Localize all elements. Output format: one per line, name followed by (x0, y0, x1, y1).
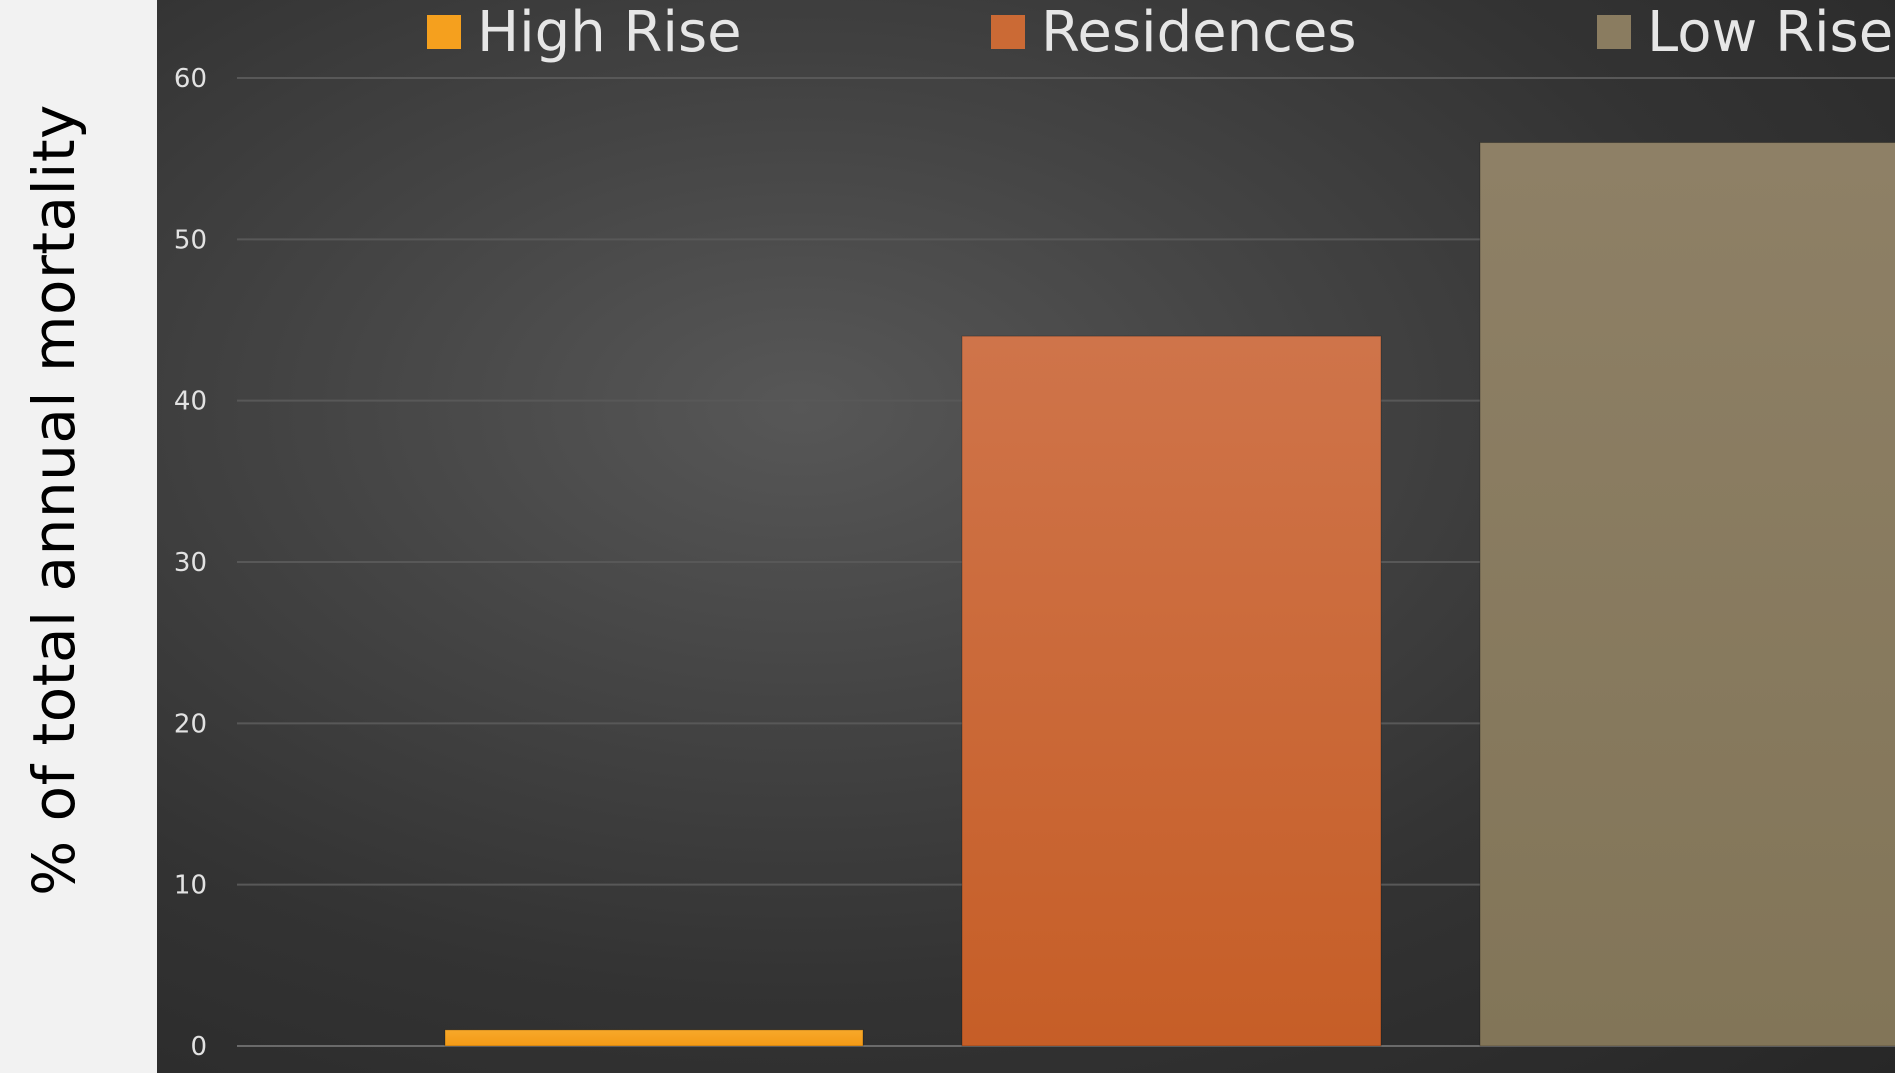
legend-label-high-rise: High Rise (477, 0, 742, 65)
y-tick-label-20: 20 (174, 709, 207, 739)
bar-high-rise (444, 1029, 864, 1047)
y-axis-label: % of total annual mortality (20, 104, 88, 896)
y-tick-label-10: 10 (174, 871, 207, 901)
y-tick-label-50: 50 (174, 225, 207, 255)
bar-low-rise (1479, 142, 1895, 1047)
legend-item-residences: Residences (991, 0, 1357, 65)
legend-swatch-high-rise (427, 15, 461, 49)
y-tick-label-40: 40 (174, 387, 207, 417)
y-tick-label-60: 60 (174, 64, 207, 94)
chart-svg: 0 10 20 30 40 50 60 (174, 64, 1895, 1062)
bar-residences (961, 335, 1382, 1047)
y-axis-label-area: % of total annual mortality (0, 0, 157, 1073)
legend-swatch-residences (991, 15, 1025, 49)
legend-item-high-rise: High Rise (427, 0, 742, 65)
plot-area: 0 10 20 30 40 50 60 High Rise Residences Low R… (157, 0, 1895, 1073)
legend-item-low-rise: Low Rise (1597, 0, 1894, 65)
y-axis-ticks: 0 10 20 30 40 50 60 (174, 64, 207, 1062)
legend-label-residences: Residences (1041, 0, 1357, 65)
legend-swatch-low-rise (1597, 15, 1631, 49)
y-tick-label-0: 0 (190, 1032, 207, 1062)
y-tick-label-30: 30 (174, 548, 207, 578)
legend-label-low-rise: Low Rise (1647, 0, 1894, 65)
bars (444, 142, 1895, 1047)
